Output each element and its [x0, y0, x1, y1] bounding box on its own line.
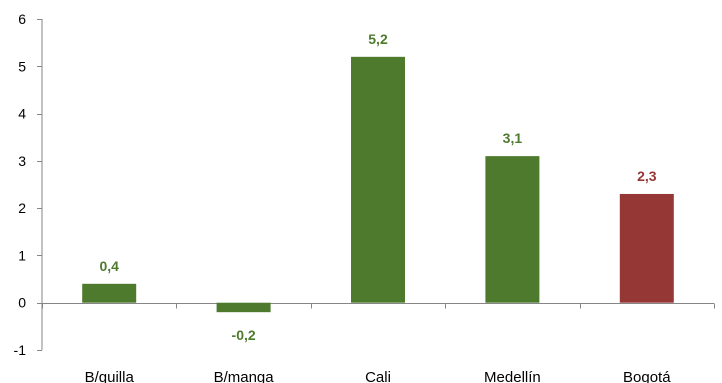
- data-label: 5,2: [368, 31, 388, 47]
- category-label: B/quilla: [85, 369, 135, 383]
- y-tick-labels: -1 0 1 2 3 4 5 6: [14, 11, 27, 358]
- y-tick-label: 3: [18, 153, 26, 169]
- category-label: Medellín: [484, 369, 541, 383]
- bar: [217, 303, 271, 312]
- y-tick-label: -1: [14, 342, 27, 358]
- bar: [351, 57, 405, 303]
- bars: [82, 57, 674, 312]
- data-label: 0,4: [99, 258, 119, 274]
- category-label: B/manga: [214, 369, 275, 383]
- category-label: Bogotá: [623, 369, 671, 383]
- category-labels: B/quilla B/manga Cali Medellín Bogotá: [85, 369, 672, 383]
- data-label: 2,3: [637, 168, 657, 184]
- bar: [82, 284, 136, 303]
- y-tick-label: 2: [18, 200, 26, 216]
- y-tick-label: 4: [18, 106, 26, 122]
- data-label: 3,1: [503, 130, 523, 146]
- bar: [620, 194, 674, 303]
- y-tick-label: 0: [18, 295, 26, 311]
- category-label: Cali: [365, 369, 391, 383]
- y-tick-label: 5: [18, 58, 26, 74]
- data-label: -0,2: [232, 327, 256, 343]
- y-tick-label: 6: [18, 11, 26, 27]
- bar: [485, 156, 539, 303]
- y-tick-label: 1: [18, 247, 26, 263]
